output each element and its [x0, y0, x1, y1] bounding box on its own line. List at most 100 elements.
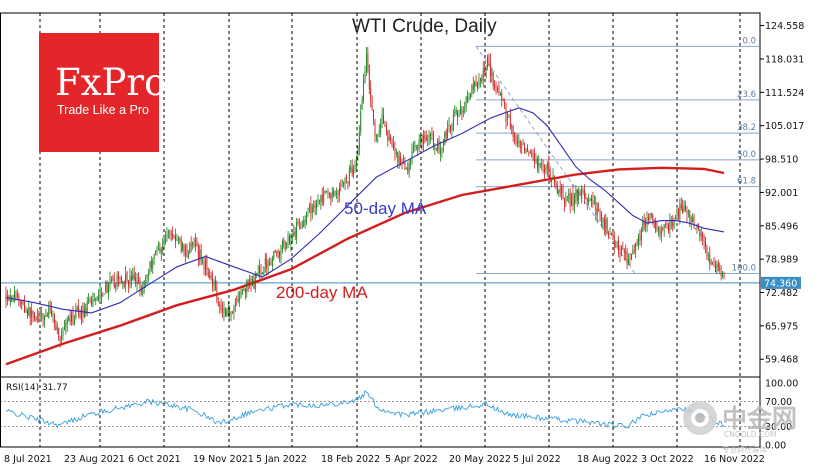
candle-body [71, 313, 72, 322]
candle-body [250, 278, 252, 286]
ma200-label: 200-day MA [276, 283, 368, 302]
candle-body [438, 139, 440, 154]
candle-body [525, 148, 527, 153]
candle-body [692, 216, 694, 222]
candle-body [195, 240, 196, 247]
candle-body [495, 89, 497, 92]
candle-body [605, 219, 607, 229]
y-tick-label: 98.510 [765, 155, 798, 166]
candle-body [337, 191, 339, 196]
candle-body [29, 307, 31, 319]
candle-body [575, 190, 577, 197]
candle-body [103, 293, 105, 295]
candle-body [642, 220, 644, 232]
candle-body [635, 242, 637, 252]
candle-body [236, 299, 238, 301]
candle-body [640, 229, 642, 240]
candle-body [723, 274, 725, 277]
candle-body [321, 194, 323, 202]
candle-body [668, 223, 669, 231]
candle-body [177, 238, 179, 241]
candle-body [447, 128, 449, 138]
candle-body [669, 220, 671, 231]
candle-body [551, 180, 553, 182]
candle-body [415, 144, 417, 147]
candle-body [274, 251, 276, 252]
candle-body [460, 108, 461, 115]
candle-body [583, 189, 585, 198]
candle-body [340, 186, 342, 188]
candle-body [212, 278, 213, 286]
candle-body [532, 153, 534, 156]
candle-body [427, 138, 429, 140]
watermark-tagline: 专业财经媒体 [722, 444, 767, 454]
candle-body [277, 251, 279, 254]
candle-body [187, 252, 189, 258]
candle-body [458, 115, 460, 117]
candle-body [16, 294, 18, 297]
candle-body [328, 193, 330, 195]
candle-body [646, 217, 648, 225]
candle-body [621, 247, 622, 254]
candle-body [499, 93, 501, 96]
candle-body [611, 232, 612, 235]
candle-body [571, 193, 572, 205]
candle-body [24, 301, 25, 313]
candle-body [210, 275, 212, 278]
y-tick-label: 124.558 [765, 21, 804, 32]
candle-body [108, 284, 109, 293]
candle-body [293, 232, 295, 235]
candle-body [54, 314, 55, 325]
candle-body [34, 313, 35, 319]
candle-body [582, 189, 584, 193]
candle-body [246, 280, 248, 292]
candle-body [38, 316, 40, 318]
candle-body [344, 179, 346, 185]
candle-body [693, 216, 695, 228]
candle-body [110, 279, 112, 281]
candle-body [716, 264, 718, 273]
candle-body [266, 259, 268, 269]
candle-body [457, 110, 459, 118]
candle-body [271, 258, 273, 267]
candle-body [706, 246, 708, 257]
candle-body [331, 192, 333, 198]
candle-body [8, 296, 10, 301]
candle-body [163, 239, 165, 246]
candles [5, 46, 725, 348]
candle-body [39, 311, 41, 316]
candle-body [240, 289, 242, 297]
candle-body [598, 209, 600, 212]
candle-body [232, 311, 233, 313]
candle-body [162, 245, 164, 251]
candle-body [528, 153, 530, 154]
candle-body [310, 204, 312, 214]
candle-body [239, 297, 241, 301]
candle-body [119, 277, 121, 280]
candle-body [150, 261, 152, 269]
current-price-label: 74.360 [764, 278, 797, 289]
candle-body [421, 134, 423, 143]
candle-body [539, 163, 541, 165]
candle-body [680, 203, 682, 209]
candle-body [573, 195, 575, 206]
candle-body [554, 176, 555, 183]
candle-body [675, 217, 676, 219]
candle-body [487, 57, 488, 67]
candle-body [377, 134, 379, 136]
candle-body [502, 99, 504, 101]
candle-body [142, 286, 144, 294]
candle-body [26, 309, 28, 316]
fib-level-label: 50.0 [737, 150, 756, 160]
candle-body [431, 134, 433, 135]
candle-body [257, 272, 259, 275]
candle-body [707, 254, 709, 256]
candle-body [511, 126, 513, 128]
candle-body [83, 309, 85, 317]
candle-body [444, 131, 446, 145]
candle-body [568, 194, 570, 197]
candle-body [422, 135, 424, 144]
candle-body [183, 244, 185, 255]
candle-body [333, 190, 335, 195]
candle-body [56, 326, 58, 330]
